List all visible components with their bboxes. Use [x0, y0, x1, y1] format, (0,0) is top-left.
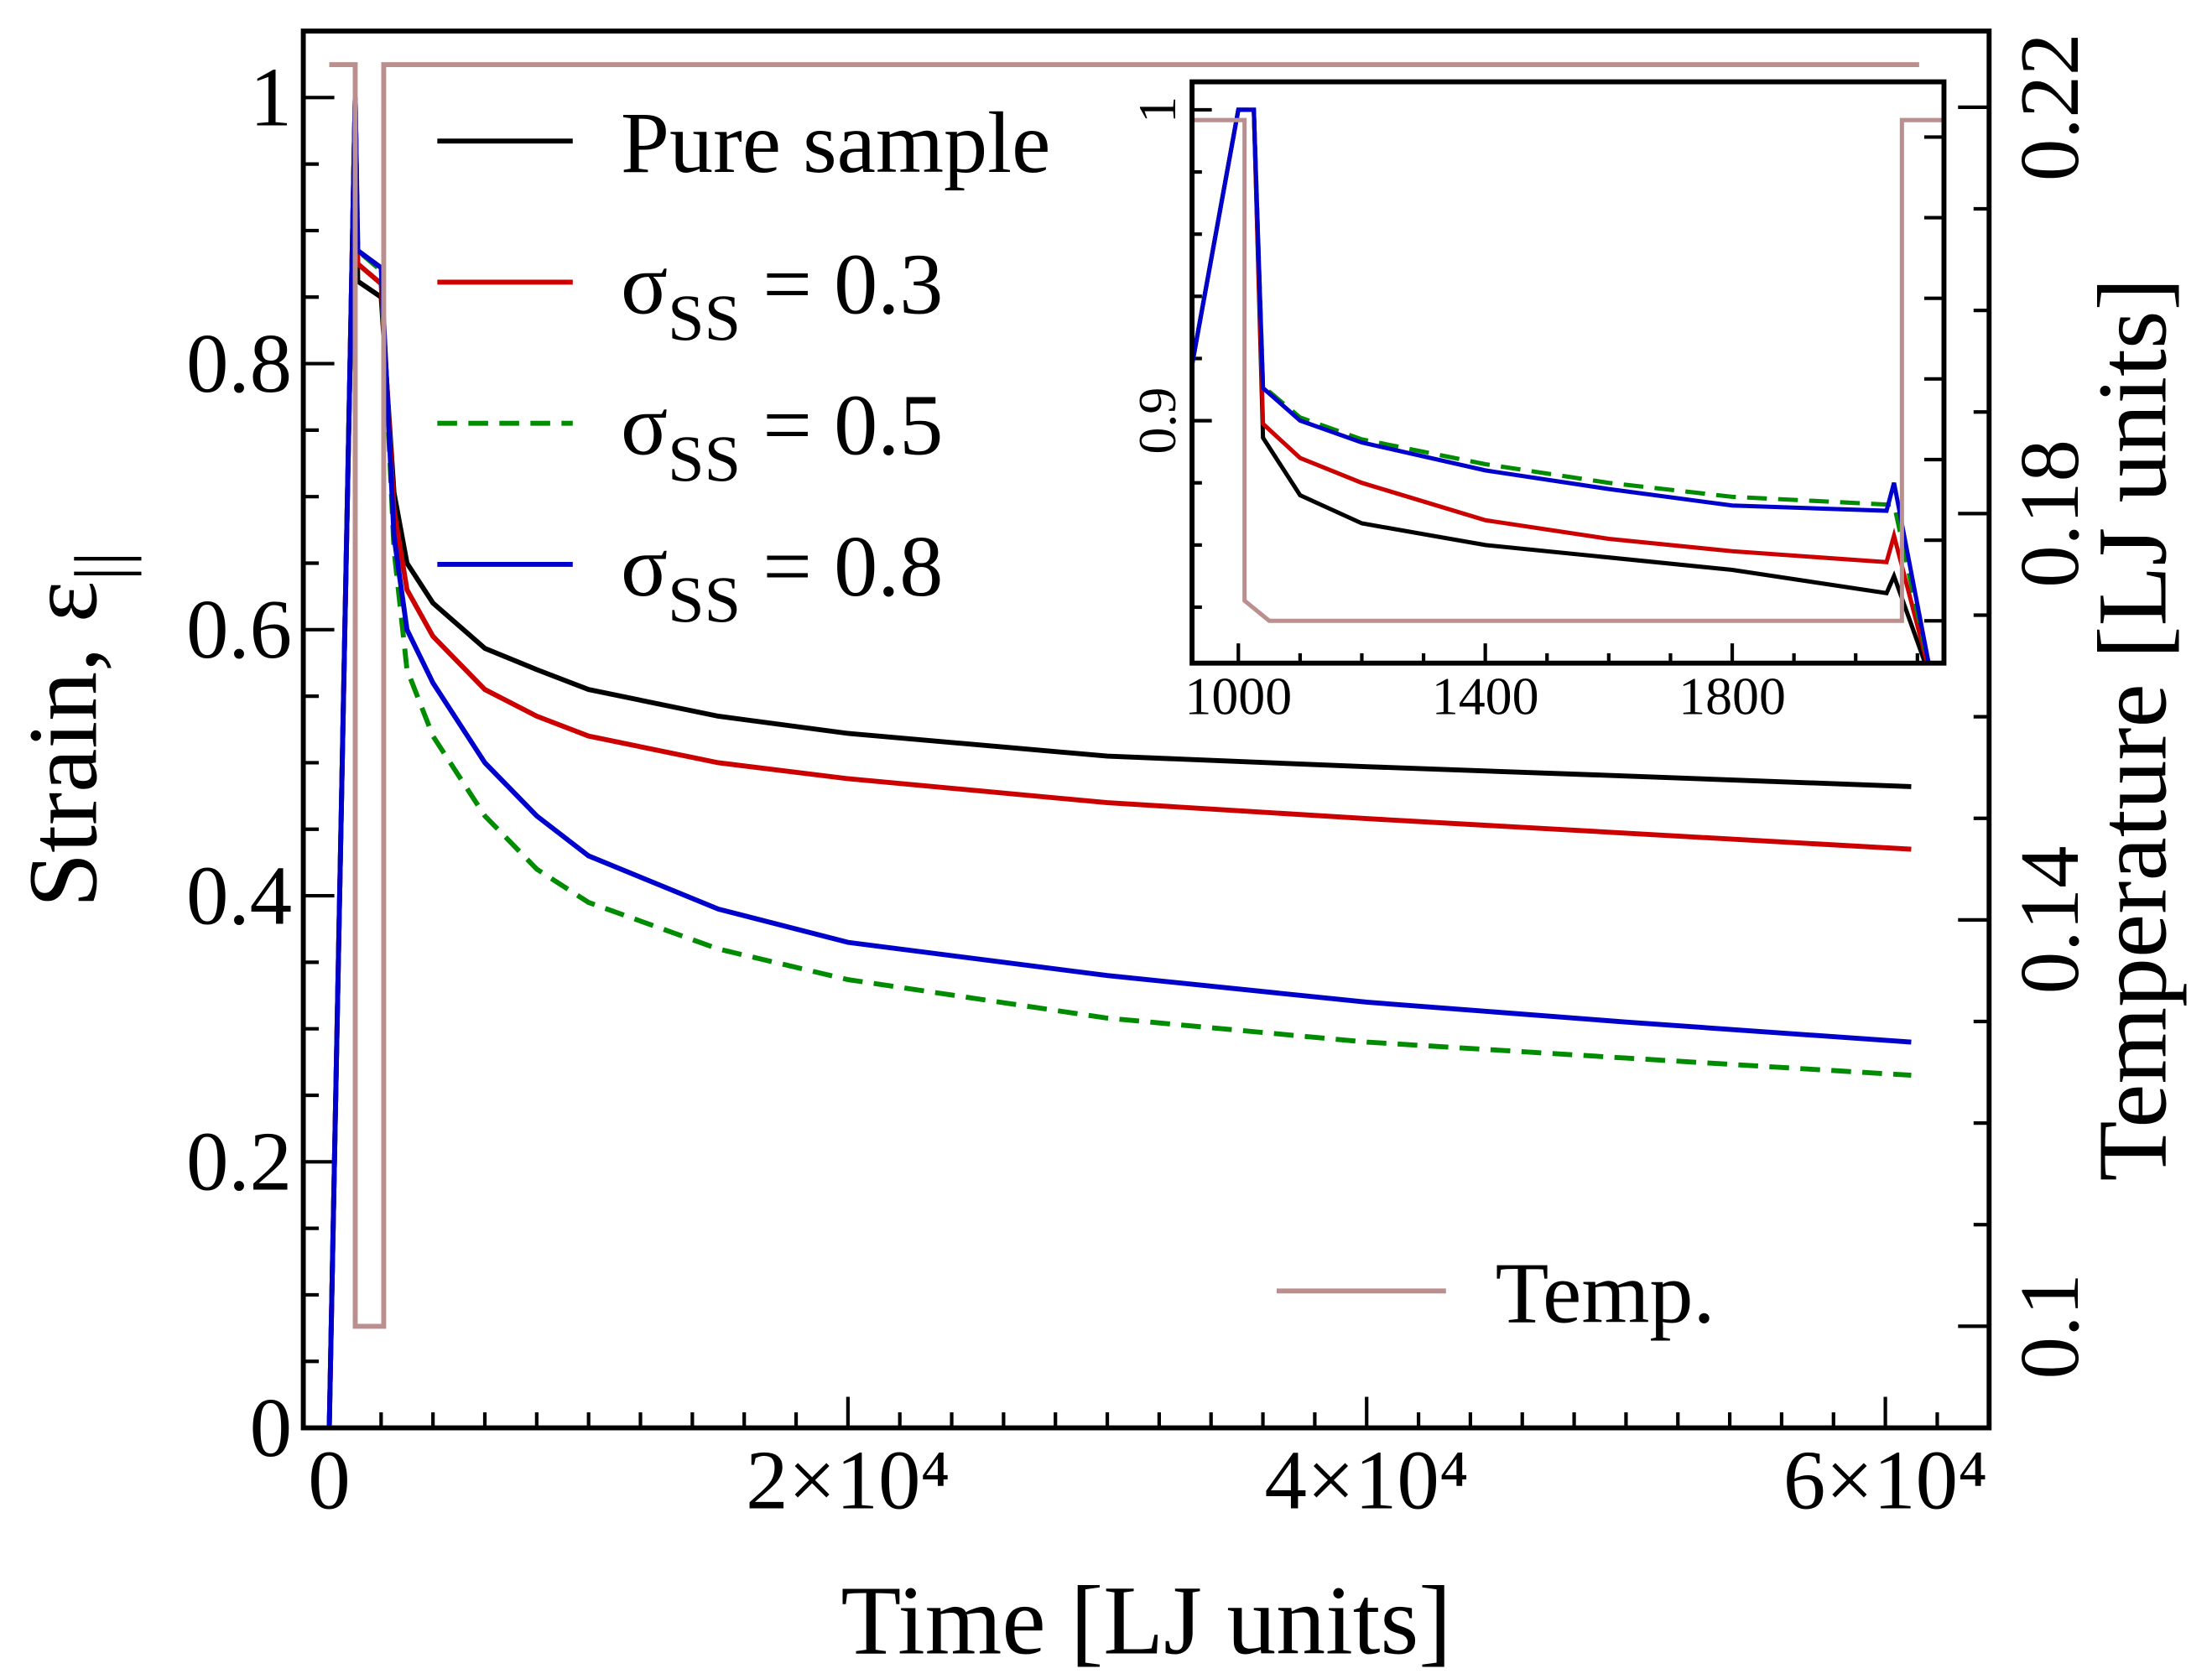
legend-label: Temp.: [1496, 1244, 1715, 1341]
x-tick-label: 1800: [1679, 666, 1786, 725]
series-line: [326, 97, 1912, 1428]
legend-label: σSS = 0.5: [621, 377, 943, 495]
y-tick-label: 0.9: [1127, 387, 1187, 455]
x-tick-label: 6×10⁴: [1783, 1432, 1987, 1526]
series-line: [1192, 117, 1944, 623]
y2-tick-label: 0.14: [2002, 846, 2096, 995]
x-tick-label: 2×10⁴: [746, 1432, 950, 1526]
y-tick-label: 1: [1127, 96, 1187, 123]
plot: 1000 1400 1800 0.9 1: [1127, 79, 1947, 725]
y-tick-label: 0.2: [186, 1115, 292, 1209]
x-tick-label: 1000: [1184, 666, 1292, 725]
y2-tick-label: 0.18: [2002, 439, 2096, 588]
legend-label: Pure sample: [621, 94, 1050, 191]
x-tick-label: 1400: [1432, 666, 1539, 725]
y2-axis-label: Temperature [LJ units]: [2079, 278, 2188, 1181]
plot-area: [1192, 81, 1944, 663]
x-tick-label: 4×10⁴: [1265, 1432, 1469, 1526]
frame: [300, 29, 1992, 1431]
legend-label: σSS = 0.8: [621, 517, 943, 636]
y-tick-label: 0.8: [186, 316, 292, 410]
y-tick-label: 0.4: [186, 848, 292, 942]
series-line: [326, 97, 1912, 1428]
y2-tick-label: 0.1: [2002, 1273, 2096, 1379]
y-tick-label: 0.6: [186, 582, 292, 676]
x-tick-label: 0: [308, 1432, 350, 1526]
y-tick-label: 0: [250, 1380, 292, 1474]
series-line: [329, 62, 1919, 1329]
x-axis-label: Time [LJ units]: [841, 1567, 1451, 1676]
frame: [1189, 79, 1947, 666]
series-line: [326, 97, 1912, 1428]
y-tick-label: 1: [250, 50, 292, 144]
y-axis-label: Strain, ε||: [8, 551, 142, 907]
series-line: [1192, 107, 1931, 663]
y2-tick-label: 0.22: [2002, 34, 2096, 182]
legend-label: σSS = 0.3: [621, 235, 943, 353]
